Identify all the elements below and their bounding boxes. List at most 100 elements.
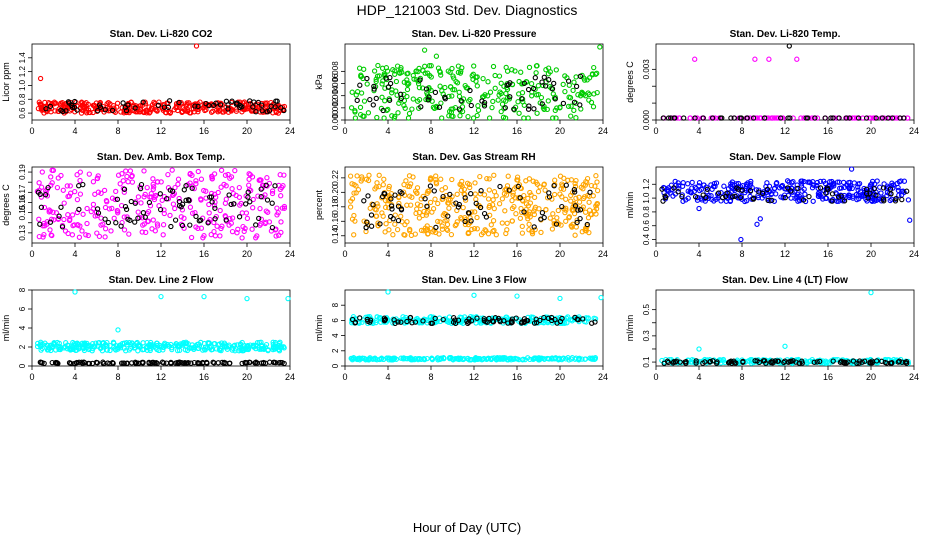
data-point (352, 316, 358, 322)
data-point (365, 110, 372, 116)
data-point (161, 360, 167, 366)
data-point (176, 195, 182, 202)
data-point (775, 358, 782, 364)
data-point (389, 90, 395, 96)
data-point (592, 356, 598, 362)
data-point (79, 360, 86, 366)
data-point (237, 103, 244, 109)
data-point (413, 210, 419, 217)
data-point (438, 100, 444, 106)
data-point (73, 341, 79, 347)
data-point (392, 221, 398, 227)
data-point (784, 178, 791, 184)
data-point (537, 356, 543, 363)
data-point (83, 232, 89, 238)
data-point (532, 75, 538, 81)
data-point (444, 227, 451, 233)
data-point (176, 99, 182, 106)
data-point (426, 63, 433, 69)
panel-title: Stan. Dev. Line 4 (LT) Flow (722, 275, 848, 286)
data-point (563, 182, 569, 188)
data-point (107, 347, 113, 354)
data-point (862, 358, 868, 364)
data-point (520, 198, 526, 204)
data-point (401, 79, 407, 85)
data-point (159, 197, 165, 203)
data-point (96, 233, 103, 240)
x-tick-label: 16 (823, 126, 833, 136)
data-point (535, 83, 542, 89)
data-point (519, 230, 526, 236)
x-tick-label: 8 (739, 126, 744, 136)
data-point (489, 202, 496, 208)
data-point (835, 194, 842, 200)
data-point (672, 178, 678, 185)
data-point (416, 96, 423, 103)
panel-title: Stan. Dev. Li-820 Pressure (412, 29, 537, 40)
y-axis-label: ml/min (625, 315, 635, 342)
chart-panel: Stan. Dev. Amb. Box Temp. degrees C 0 4 8 12 1… (1, 152, 295, 259)
x-tick-label: 4 (72, 126, 77, 136)
data-point (215, 342, 222, 348)
data-point (551, 95, 558, 101)
data-point (219, 109, 226, 115)
data-point (539, 210, 546, 216)
data-point (580, 182, 586, 188)
data-point (226, 360, 233, 367)
data-point (554, 105, 560, 111)
data-point (233, 108, 240, 114)
data-point (859, 359, 865, 365)
data-point (147, 194, 153, 200)
data-point (263, 341, 270, 348)
data-point (460, 356, 466, 363)
x-tick-label: 4 (696, 372, 701, 382)
data-point (370, 102, 376, 108)
data-point (429, 355, 435, 361)
data-point (550, 211, 556, 217)
data-point (142, 214, 148, 220)
data-point (823, 360, 829, 366)
data-point (107, 360, 113, 367)
data-point (491, 227, 497, 234)
data-point (568, 177, 575, 183)
data-point (373, 213, 379, 219)
data-point (563, 218, 569, 224)
data-point (92, 104, 98, 110)
data-point (427, 183, 434, 189)
data-point (567, 95, 574, 101)
data-point (589, 355, 595, 361)
data-point (896, 358, 902, 364)
data-point (392, 192, 398, 198)
data-point (252, 104, 258, 110)
data-point (189, 210, 196, 216)
data-point (570, 87, 576, 94)
data-point (833, 357, 839, 363)
data-point (514, 177, 520, 183)
data-point (892, 198, 899, 204)
y-tick-label: 1.2 (18, 66, 27, 78)
data-point (576, 356, 582, 362)
y-tick-label: 0.8 (18, 93, 27, 105)
data-point (750, 115, 757, 121)
data-point (511, 106, 517, 112)
data-point (127, 168, 134, 174)
data-point (788, 358, 794, 364)
data-point (365, 193, 371, 199)
data-point (673, 358, 680, 364)
data-point (455, 204, 462, 210)
data-point (435, 200, 441, 207)
data-point (389, 206, 395, 212)
data-point (541, 214, 547, 221)
data-point (895, 359, 901, 365)
x-tick-label: 8 (115, 249, 120, 259)
data-point (193, 43, 200, 49)
data-point (428, 63, 434, 69)
plot-frame (655, 166, 915, 244)
x-tick-label: 16 (199, 126, 209, 136)
data-point (689, 179, 695, 186)
data-point (388, 213, 394, 220)
data-point (48, 216, 55, 222)
data-point (538, 94, 545, 101)
